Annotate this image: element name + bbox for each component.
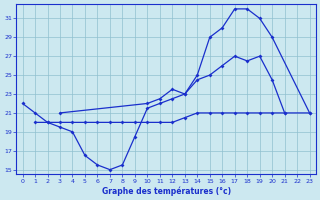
X-axis label: Graphe des températures (°c): Graphe des températures (°c) xyxy=(101,186,231,196)
